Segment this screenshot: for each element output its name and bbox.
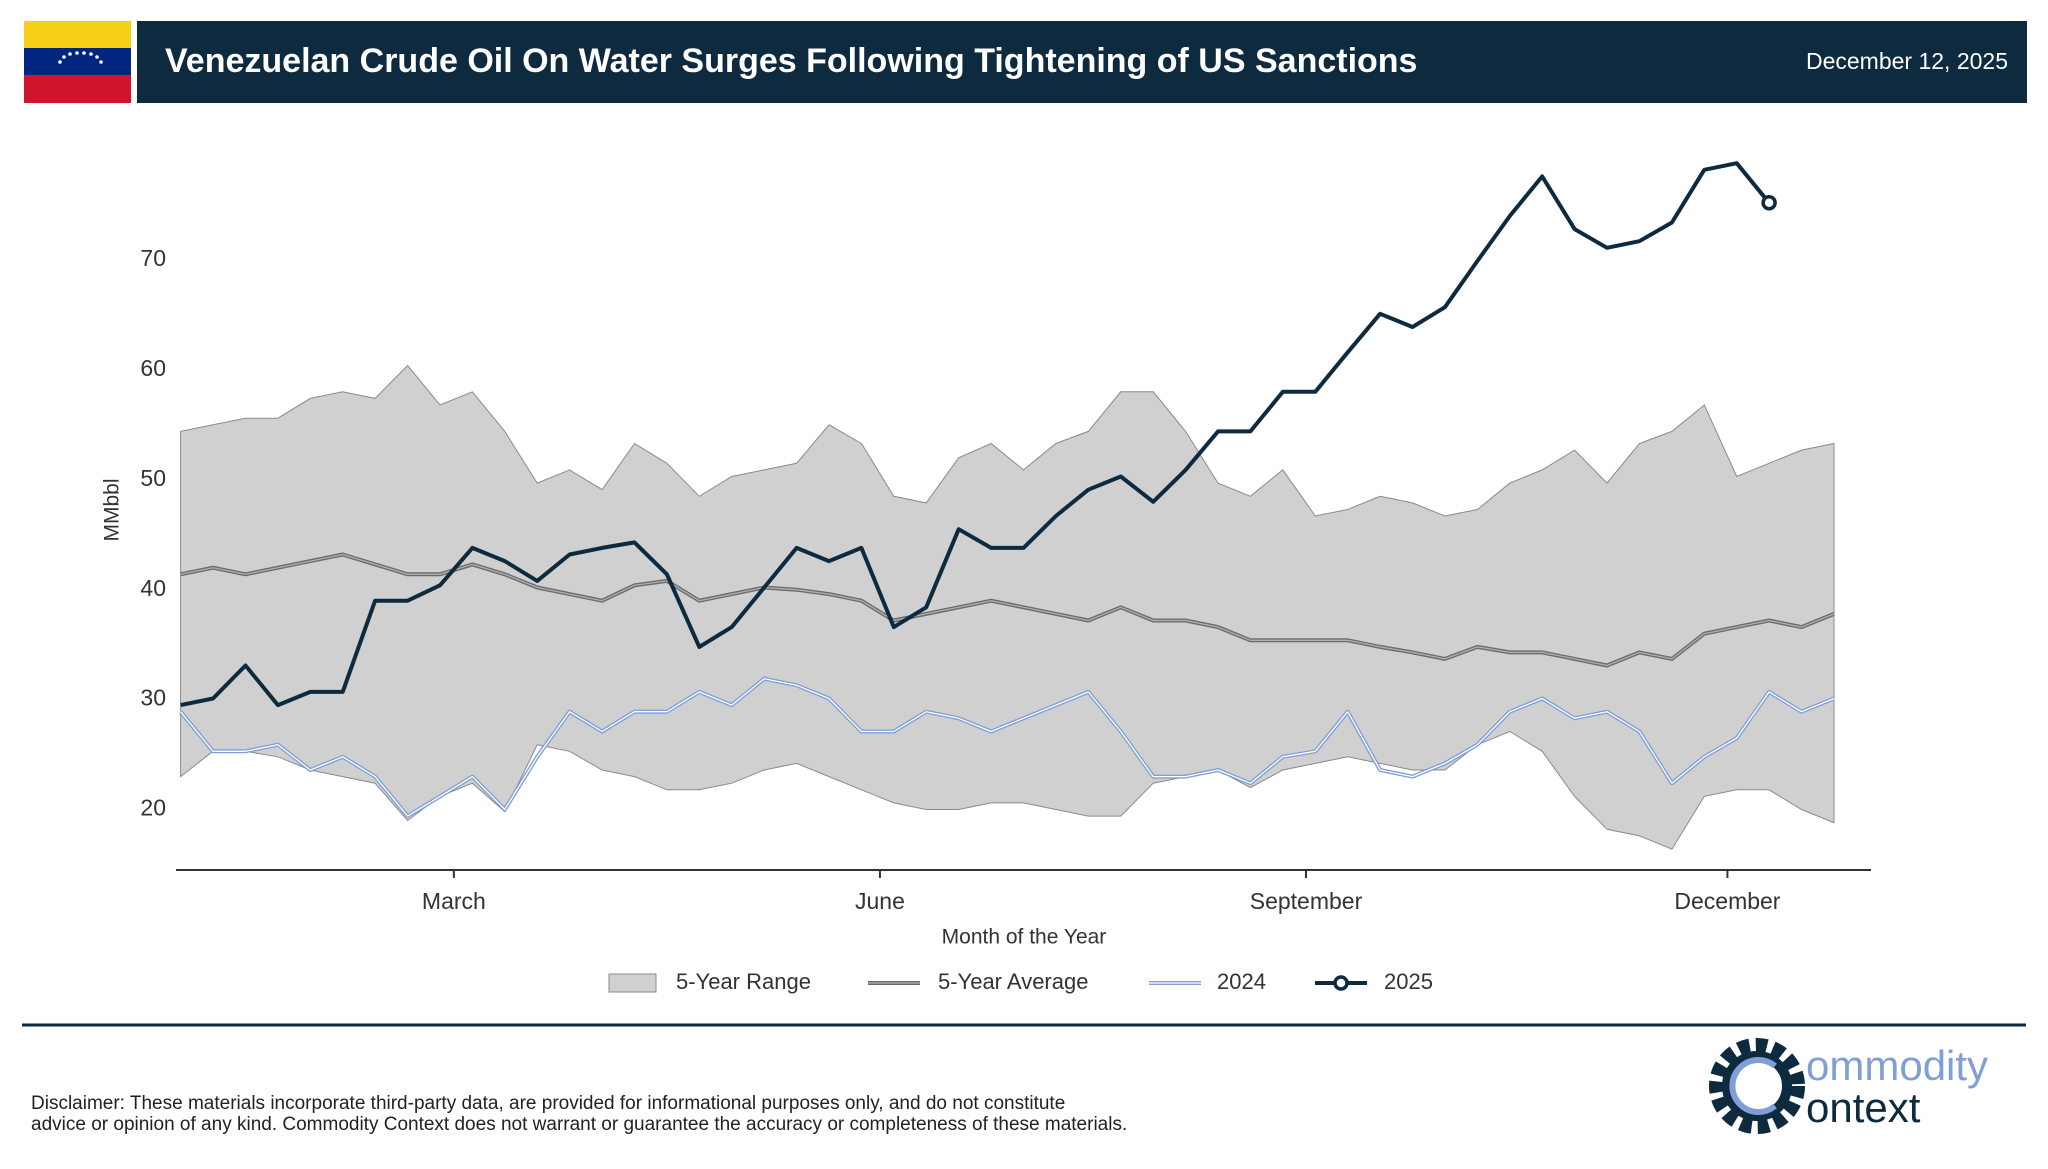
x-tick-label: December [1674,888,1780,914]
y-tick-label: 60 [140,355,166,381]
legend-marker [1333,975,1349,991]
x-axis-label: Month of the Year [942,926,1107,949]
x-tick-label: March [422,888,486,914]
y-tick-label: 20 [140,795,166,821]
flag [24,21,131,103]
header-bar [137,21,2027,103]
legend-label: 2024 [1217,969,1266,994]
y-tick-label: 50 [140,465,166,491]
x-tick-label: September [1250,888,1363,914]
legend-label: 5-Year Range [676,969,811,994]
legend-swatch [608,973,657,993]
series-line [180,161,1771,708]
y-tick-label: 40 [140,575,166,601]
legend-label: 5-Year Average [938,969,1088,994]
logo: ommodity ontext [1709,1038,1988,1134]
chart-title: Venezuelan Crude Oil On Water Surges Fol… [165,42,1417,80]
y-tick-label: 70 [140,245,166,271]
disclaimer: Disclaimer: These materials incorporate … [31,1093,1065,1114]
chart-date: December 12, 2025 [1806,48,2008,74]
end-marker [1761,195,1777,211]
y-tick-label: 30 [140,685,166,711]
line-core [180,678,1835,817]
range-area [180,364,1835,850]
y-axis-label: MMbbl [101,478,124,541]
disclaimer: advice or opinion of any kind. Commodity… [31,1114,1127,1135]
logo-text: ommodity [1806,1042,1988,1089]
logo-text: ontext [1806,1084,1921,1131]
x-tick-label: June [855,888,905,914]
legend-label: 2025 [1384,969,1433,994]
